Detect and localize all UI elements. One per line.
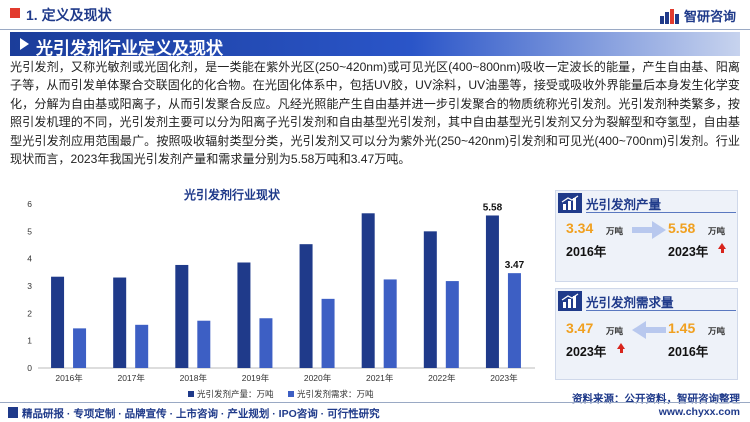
card-title: 光引发剂需求量 <box>586 296 674 310</box>
from-value: 3.47 <box>566 320 594 336</box>
up-arrow-stem <box>720 249 724 253</box>
y-tick-label: 5 <box>27 226 32 236</box>
to-unit: 万吨 <box>708 226 726 236</box>
to-year: 2023年 <box>668 245 709 259</box>
up-arrow-icon <box>718 243 726 249</box>
triangle-icon <box>20 38 29 50</box>
intro-paragraph: 光引发剂，又称光敏剂或光固化剂，是一类能在紫外光区(250~420nm)或可见光… <box>10 60 740 167</box>
divider <box>586 310 736 311</box>
x-tick-label: 2018年 <box>180 373 208 383</box>
y-tick-label: 4 <box>27 254 32 264</box>
bar-chart-icon <box>558 193 582 213</box>
bar-production <box>51 276 65 368</box>
bar-demand <box>507 273 521 368</box>
y-tick-label: 6 <box>27 199 32 209</box>
bar-production <box>299 244 313 368</box>
legend-label: 光引发剂需求：万吨 <box>297 389 374 399</box>
y-tick-label: 3 <box>27 281 32 291</box>
to-value: 1.45 <box>668 320 696 336</box>
arrow-right-icon <box>632 227 654 233</box>
logo-icon <box>659 8 679 24</box>
production-card: 光引发剂产量 3.34 万吨 5.58 万吨 2016年 2023年 <box>555 190 738 282</box>
from-year: 2016年 <box>566 245 607 259</box>
y-tick-label: 2 <box>27 308 32 318</box>
bar-production <box>485 215 499 368</box>
logo-text: 智研咨询 <box>683 9 736 24</box>
bar-demand <box>259 318 273 368</box>
divider <box>586 212 736 213</box>
to-value: 5.58 <box>668 220 696 236</box>
data-label: 5.58 <box>483 202 503 213</box>
from-value: 3.34 <box>566 220 594 236</box>
bar-demand <box>383 279 397 368</box>
up-arrow-icon <box>617 343 625 349</box>
from-unit: 万吨 <box>606 326 624 336</box>
footer-services: 精品研报 · 专项定制 · 品牌宣传 · 上市咨询 · 产业规划 · IPO咨询… <box>22 408 380 420</box>
legend-swatch <box>188 391 194 397</box>
arrow-left-icon <box>644 327 666 333</box>
bar-production <box>361 213 375 368</box>
x-tick-label: 2016年 <box>55 373 83 383</box>
bar-production <box>113 277 127 368</box>
card-header: 光引发剂产量 <box>556 191 737 213</box>
logo: 智研咨询 <box>659 6 736 25</box>
bar-production <box>175 264 189 368</box>
data-label: 3.47 <box>505 260 525 271</box>
card-header: 光引发剂需求量 <box>556 289 737 311</box>
bar-demand <box>197 320 211 368</box>
top-bar: 1. 定义及现状 智研咨询 <box>0 0 750 30</box>
section-title: 1. 定义及现状 <box>26 7 112 23</box>
bar-demand <box>445 281 459 368</box>
to-unit: 万吨 <box>708 326 726 336</box>
bar-demand <box>321 298 335 368</box>
x-tick-label: 2020年 <box>304 373 332 383</box>
bar-production <box>423 231 437 368</box>
demand-card: 光引发剂需求量 3.47 万吨 1.45 万吨 2023年 2016年 <box>555 288 738 380</box>
book-icon <box>8 407 18 418</box>
title-banner: 光引发剂行业定义及现状 <box>10 32 740 58</box>
page-title: 光引发剂行业定义及现状 <box>36 39 223 58</box>
footer-website[interactable]: www.chyxx.com <box>658 406 740 418</box>
x-tick-label: 2022年 <box>428 373 456 383</box>
arrow-left-head <box>632 321 646 339</box>
arrow-right-head <box>652 221 666 239</box>
from-year: 2023年 <box>566 345 607 359</box>
card-title: 光引发剂产量 <box>586 198 662 212</box>
x-tick-label: 2019年 <box>242 373 270 383</box>
bar-chart-icon <box>558 291 582 311</box>
y-tick-label: 1 <box>27 336 32 346</box>
to-year: 2016年 <box>668 345 709 359</box>
section-marker-icon <box>10 8 20 18</box>
y-tick-label: 0 <box>27 363 32 373</box>
x-tick-label: 2021年 <box>366 373 394 383</box>
up-arrow-stem <box>619 349 623 353</box>
bar-production <box>237 262 251 368</box>
bar-chart: 0 1 2 3 4 5 6 2016年 2017年 2018年 2019年 2020年 2021年 202… <box>27 199 535 399</box>
x-tick-label: 2017年 <box>117 373 145 383</box>
chart-title: 光引发剂行业现状 <box>184 188 281 202</box>
footer: 精品研报 · 专项定制 · 品牌宣传 · 上市咨询 · 产业规划 · IPO咨询… <box>0 402 750 422</box>
x-tick-label: 2023年 <box>490 373 518 383</box>
legend-swatch <box>288 391 294 397</box>
bar-demand <box>73 328 87 368</box>
bar-demand <box>135 324 149 368</box>
from-unit: 万吨 <box>606 226 624 236</box>
legend-label: 光引发剂产量：万吨 <box>197 389 274 399</box>
